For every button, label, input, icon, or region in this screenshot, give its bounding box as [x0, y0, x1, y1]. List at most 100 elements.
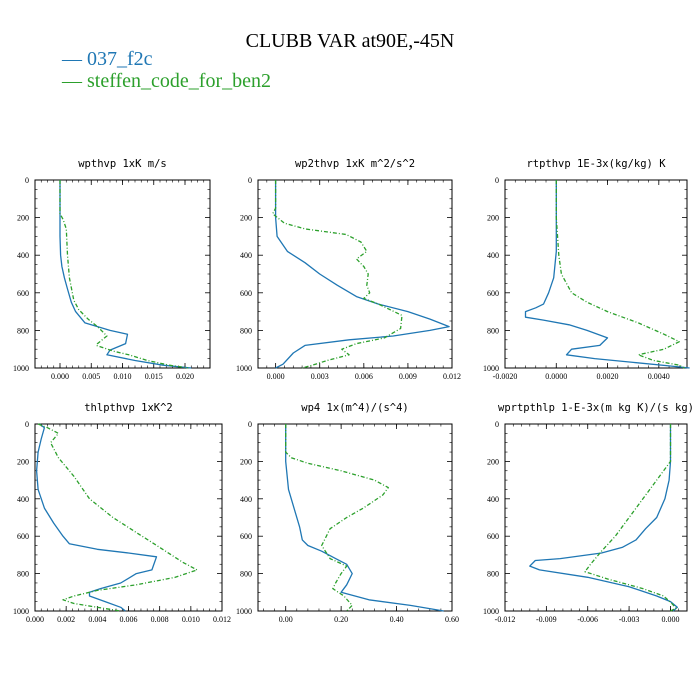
y-tick-label: 1000	[236, 607, 252, 616]
y-tick-label: 0	[248, 176, 252, 185]
x-tick-label: 0.0020	[597, 372, 619, 381]
y-tick-label: 600	[17, 532, 29, 541]
x-tick-label: -0.006	[577, 615, 598, 624]
y-tick-label: 0	[25, 420, 29, 429]
x-tick-label: 0.010	[182, 615, 200, 624]
series-line-1	[285, 424, 444, 612]
x-tick-label: 0.006	[120, 615, 138, 624]
y-tick-label: 0	[25, 176, 29, 185]
profile-panel-5: wp4 1x(m^4)/(s^4) 0 200 400 600 800 1000 0.00 0.…	[236, 402, 459, 624]
series-line-1	[529, 424, 678, 612]
y-tick-label: 0	[248, 420, 252, 429]
panel-frame	[504, 423, 688, 612]
series-line-2	[285, 424, 389, 612]
series-line-2	[272, 180, 403, 369]
series-line-1	[524, 180, 690, 369]
series-line-1	[274, 180, 450, 369]
legend-label: 037_f2c	[87, 48, 153, 70]
series-line-2	[37, 423, 198, 612]
x-tick-label: -0.0020	[493, 372, 518, 381]
y-tick-label: 400	[17, 495, 29, 504]
y-tick-label: 400	[17, 251, 29, 260]
panel-title: wp4 1x(m^4)/(s^4)	[301, 402, 408, 414]
y-tick-label: 800	[17, 326, 29, 335]
y-tick-label: 400	[487, 251, 499, 260]
y-tick-label: 800	[17, 570, 29, 579]
y-tick-label: 800	[240, 326, 252, 335]
y-tick-label: 1000	[236, 364, 252, 373]
x-tick-label: 0.012	[213, 615, 231, 624]
x-tick-label: 0.000	[51, 372, 69, 381]
x-tick-label: 0.000	[661, 615, 679, 624]
x-tick-label: 0.0040	[648, 372, 670, 381]
x-tick-label: 0.009	[399, 372, 417, 381]
x-tick-label: 0.0000	[545, 372, 567, 381]
x-tick-label: 0.20	[334, 615, 348, 624]
series-line-2	[555, 180, 685, 369]
x-tick-label: -0.003	[619, 615, 640, 624]
y-tick-label: 800	[240, 570, 252, 579]
y-tick-label: 200	[17, 457, 29, 466]
panel-title: rtpthvp 1E-3x(kg/kg) K	[526, 158, 666, 170]
y-tick-label: 600	[487, 289, 499, 298]
x-tick-label: 0.020	[176, 372, 194, 381]
y-tick-label: 1000	[483, 607, 499, 616]
panel-frame	[34, 179, 211, 369]
profile-panel-6: wprtpthlp 1-E-3x(m kg K)/(s kg) 0 200 400 60…	[483, 402, 694, 624]
legend-swatch: —	[62, 48, 87, 70]
profile-panel-1: wpthvp 1xK m/s 0 200 400 600 800 1000 0.000 0.00…	[13, 158, 211, 381]
y-tick-label: 1000	[13, 364, 29, 373]
x-tick-label: 0.00	[279, 615, 293, 624]
y-tick-label: 400	[487, 495, 499, 504]
x-tick-label: 0.002	[57, 615, 75, 624]
panel-title: wpthvp 1xK m/s	[78, 158, 167, 170]
x-tick-label: 0.000	[267, 372, 285, 381]
x-tick-label: 0.40	[390, 615, 404, 624]
y-tick-label: 1000	[13, 607, 29, 616]
series-line-1	[59, 180, 192, 369]
y-tick-label: 200	[487, 457, 499, 466]
x-tick-label: 0.010	[114, 372, 132, 381]
x-tick-label: 0.000	[26, 615, 44, 624]
x-tick-label: -0.009	[536, 615, 557, 624]
x-tick-label: 0.60	[445, 615, 459, 624]
x-tick-label: 0.003	[311, 372, 329, 381]
y-tick-label: 200	[240, 457, 252, 466]
panel-title: wprtpthlp 1-E-3x(m kg K)/(s kg)	[498, 402, 694, 414]
panel-frame	[257, 423, 453, 612]
panel-frame	[34, 423, 223, 612]
x-tick-label: 0.015	[145, 372, 163, 381]
y-tick-label: 600	[240, 289, 252, 298]
y-tick-label: 600	[487, 532, 499, 541]
y-tick-label: 1000	[483, 364, 499, 373]
x-tick-label: 0.005	[82, 372, 100, 381]
x-tick-label: 0.004	[88, 615, 106, 624]
y-tick-label: 800	[487, 570, 499, 579]
panel-title: wp2thvp 1xK m^2/s^2	[295, 158, 415, 170]
y-tick-label: 800	[487, 326, 499, 335]
y-tick-label: 200	[240, 214, 252, 223]
legend-label: steffen_code_for_ben2	[87, 70, 272, 92]
x-tick-label: -0.012	[495, 615, 516, 624]
panel-frame	[504, 179, 688, 369]
y-tick-label: 200	[17, 214, 29, 223]
y-tick-label: 400	[240, 495, 252, 504]
x-tick-label: 0.012	[443, 372, 461, 381]
panel-title: thlpthvp 1xK^2	[84, 402, 173, 414]
y-tick-label: 0	[495, 176, 499, 185]
profile-panel-3: rtpthvp 1E-3x(kg/kg) K 0 200 400 600 800 1000-…	[483, 158, 690, 381]
x-tick-label: 0.008	[151, 615, 169, 624]
chart-main-title: CLUBB VAR at90E,-45N	[245, 30, 455, 52]
series-line-2	[59, 180, 189, 369]
profile-panel-2: wp2thvp 1xK m^2/s^2 0 200 400 600 800 1000 0.00…	[236, 158, 461, 381]
series-line-2	[584, 424, 677, 612]
x-tick-label: 0.006	[355, 372, 373, 381]
series-line-1	[35, 423, 158, 612]
legend-entry-series-2: — steffen_code_for_ben2	[62, 70, 271, 93]
y-tick-label: 0	[495, 420, 499, 429]
legend-entry-series-1: — 037_f2c	[62, 48, 153, 71]
y-tick-label: 400	[240, 251, 252, 260]
y-tick-label: 600	[17, 289, 29, 298]
